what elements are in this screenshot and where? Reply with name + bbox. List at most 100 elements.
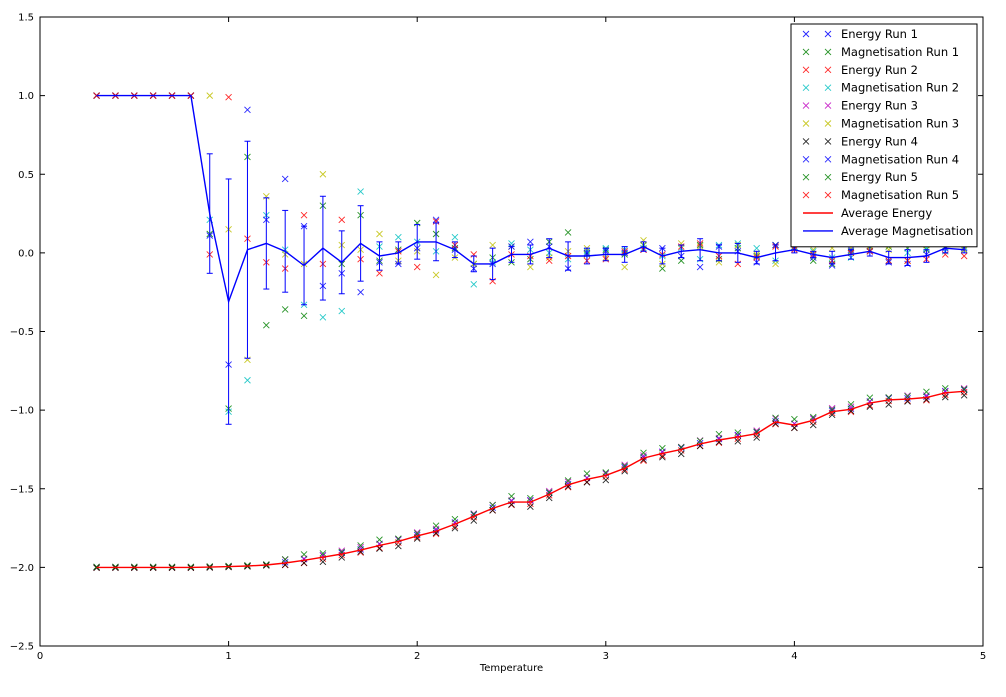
legend-item: Magnetisation Run 1 [802, 45, 959, 59]
data-point [319, 170, 327, 178]
data-point [753, 434, 760, 441]
data-point [885, 401, 893, 408]
data-point [941, 393, 949, 401]
data-point [451, 515, 459, 523]
legend-item: Energy Run 3 [802, 99, 918, 113]
data-point [527, 263, 534, 271]
legend-label: Average Energy [841, 206, 932, 220]
legend-label: Magnetisation Run 4 [841, 152, 959, 166]
data-point [640, 449, 647, 457]
legend-item: Average Energy [803, 206, 932, 220]
data-point [621, 263, 628, 271]
y-tick-label: −1.5 [10, 484, 34, 495]
data-point [319, 550, 327, 557]
legend-label: Energy Run 1 [841, 27, 918, 41]
data-point [432, 271, 440, 279]
data-point [772, 260, 779, 268]
legend-marker [802, 66, 810, 74]
series-layer [93, 92, 968, 572]
legend-marker [802, 155, 810, 163]
data-point [508, 240, 515, 247]
legend-item: Energy Run 5 [802, 170, 918, 184]
x-axis-label: Temperature [479, 663, 543, 674]
data-point [772, 415, 779, 423]
data-point [564, 229, 572, 236]
legend-marker [824, 30, 832, 38]
data-point [677, 450, 685, 458]
data-point [866, 403, 874, 410]
legend-item: Energy Run 4 [802, 134, 918, 148]
data-point [338, 307, 346, 315]
legend-label: Energy Run 4 [841, 134, 918, 148]
x-tick-label: 4 [791, 651, 797, 662]
data-point [432, 522, 440, 530]
legend-marker [824, 155, 832, 163]
data-point [508, 492, 515, 500]
data-point [338, 554, 346, 561]
data-point [791, 415, 798, 423]
legend-label: Magnetisation Run 5 [841, 188, 959, 202]
data-point [753, 244, 760, 252]
data-point [696, 263, 704, 271]
y-tick-label: −1.0 [10, 406, 34, 417]
legend-item: Magnetisation Run 4 [802, 152, 959, 166]
data-point [545, 488, 553, 496]
legend-marker [802, 120, 810, 127]
legend-label: Average Magnetisation [841, 224, 973, 238]
legend-marker [824, 138, 832, 145]
data-point [281, 555, 289, 563]
data-point [451, 233, 459, 241]
data-point [941, 384, 949, 392]
x-tick-label: 1 [225, 651, 231, 662]
legend-item: Average Magnetisation [803, 224, 973, 238]
data-point [545, 494, 553, 502]
legend: Energy Run 1 Magnetisation Run 1 Energy Ru… [790, 23, 978, 248]
data-point [489, 241, 496, 249]
x-tick-label: 5 [980, 651, 986, 662]
x-tick-label: 3 [603, 651, 609, 662]
legend-marker [824, 191, 832, 199]
data-point [960, 252, 968, 260]
data-point [225, 93, 232, 101]
data-point [451, 524, 459, 532]
legend-marker [802, 102, 810, 109]
legend-marker [824, 66, 832, 74]
legend-marker [824, 102, 832, 109]
data-point [206, 92, 214, 99]
data-point [564, 477, 572, 484]
legend-marker [802, 30, 810, 38]
data-point [357, 542, 364, 549]
legend-marker [824, 173, 832, 181]
legend-label: Energy Run 2 [841, 63, 918, 77]
data-point [715, 430, 723, 438]
data-point [357, 188, 364, 195]
data-point [583, 470, 591, 477]
data-point [791, 424, 798, 432]
data-point [960, 391, 968, 399]
legend-marker [802, 84, 810, 92]
data-point [659, 265, 666, 272]
legend-label: Energy Run 3 [841, 99, 918, 113]
series-line-average-magnetisation [96, 94, 965, 305]
data-point [281, 175, 289, 183]
data-point [244, 376, 251, 384]
y-tick-label: 1.5 [18, 13, 34, 24]
legend-marker [802, 138, 810, 145]
data-point [545, 257, 553, 265]
data-point [432, 216, 440, 224]
y-tick-label: −2.5 [10, 642, 34, 653]
data-point [772, 414, 779, 422]
data-point [960, 384, 968, 392]
legend-label: Magnetisation Run 3 [841, 117, 959, 131]
data-point [866, 394, 874, 401]
data-point [376, 269, 383, 277]
legend-marker [824, 48, 832, 56]
data-point [677, 257, 685, 265]
data-point [244, 106, 251, 114]
data-point [300, 551, 308, 558]
data-point [395, 542, 402, 550]
y-tick-label: 0.5 [18, 170, 34, 181]
legend-marker [802, 173, 810, 181]
data-point [527, 494, 534, 502]
